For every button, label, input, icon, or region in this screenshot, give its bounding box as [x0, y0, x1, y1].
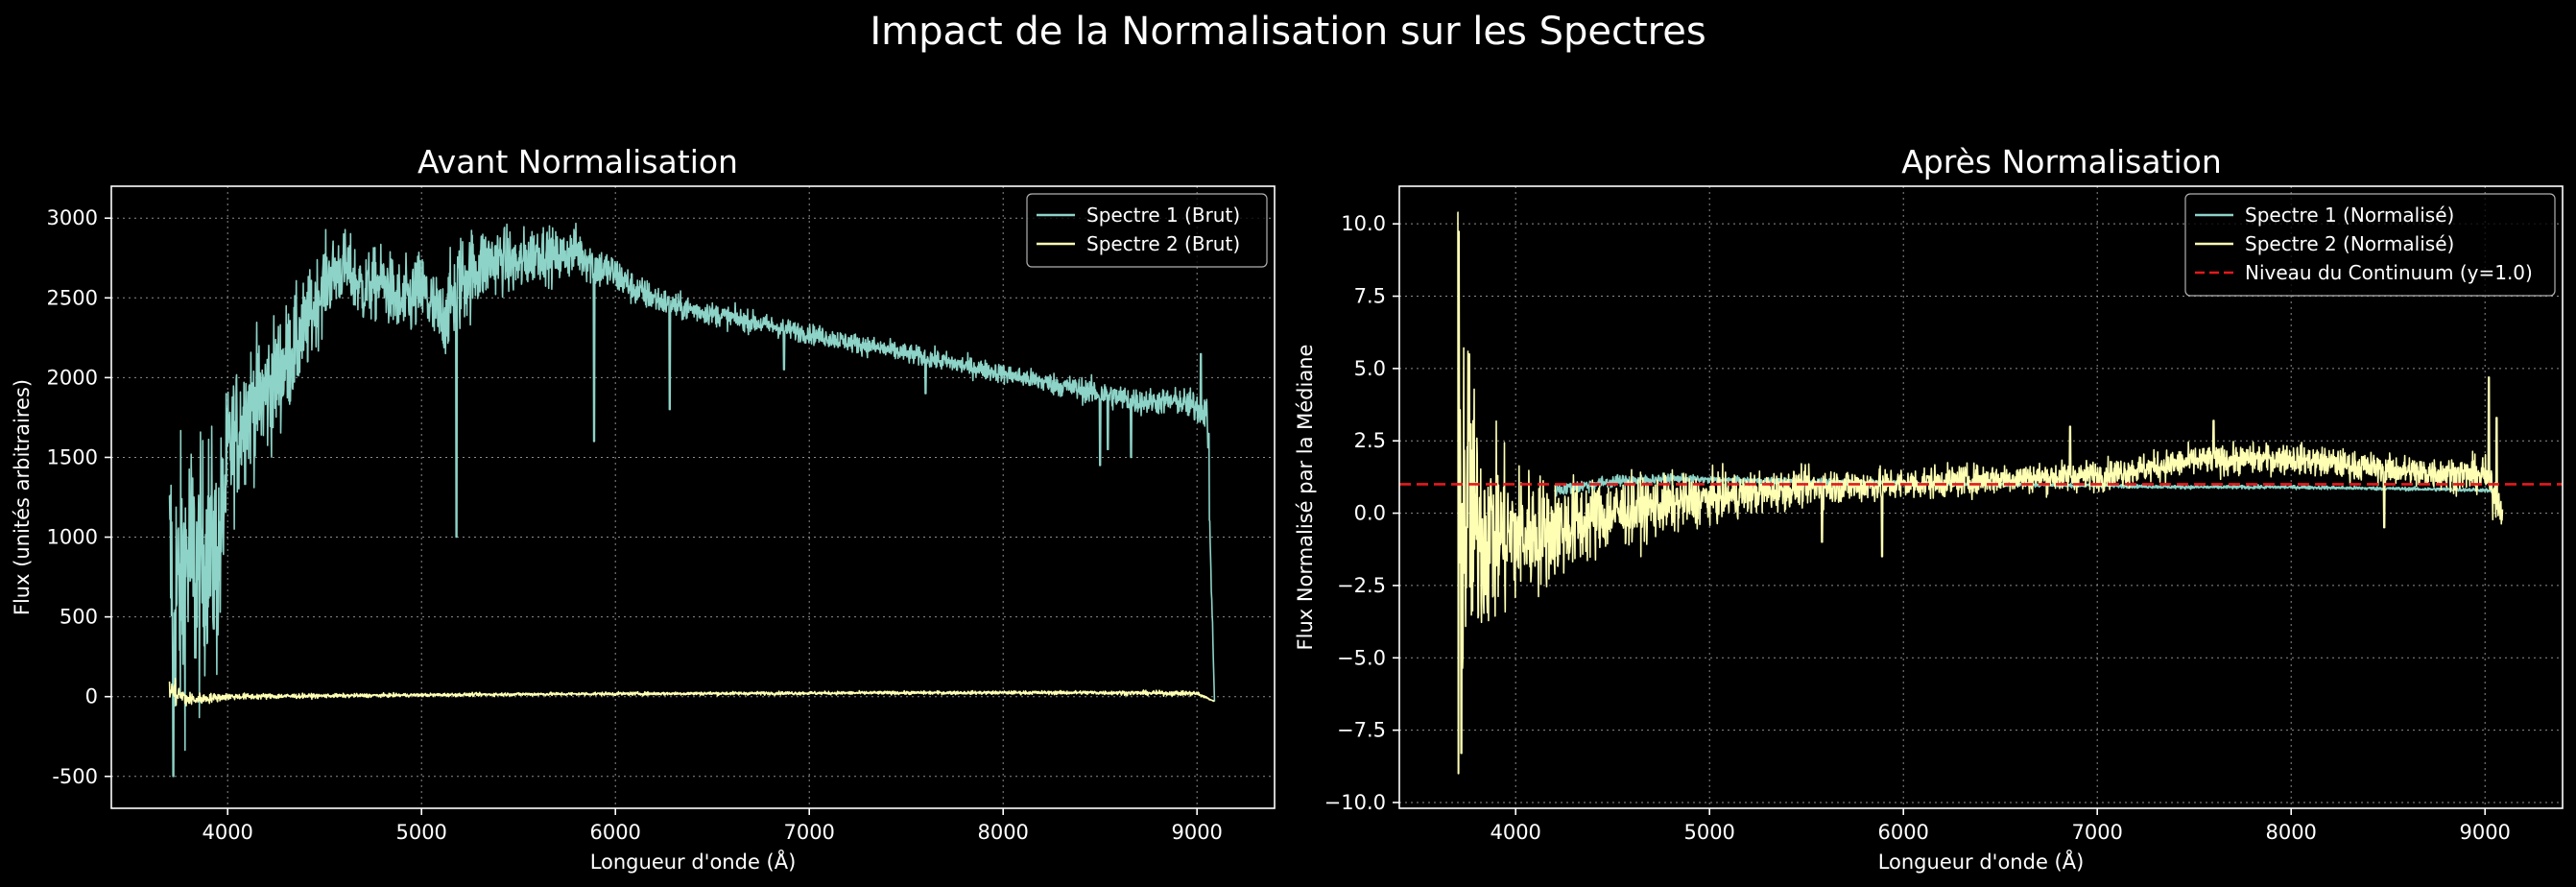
grid-lines: [111, 186, 1275, 808]
x-tick-label: 4000: [1490, 821, 1540, 844]
legend: Spectre 1 (Brut) Spectre 2 (Brut): [1026, 193, 1268, 268]
y-tick-label: −5.0: [1337, 646, 1386, 669]
x-tick-label: 7000: [2071, 821, 2122, 844]
legend-label-1: Spectre 1 (Brut): [1086, 204, 1240, 227]
y-tick-label: −2.5: [1337, 574, 1386, 597]
x-axis-label: Longueur d'onde (Å): [1878, 849, 2085, 874]
y-tick-label: 2500: [47, 286, 98, 309]
axes-frame: [1398, 185, 2564, 809]
legend-label-2: Spectre 2 (Normalisé): [2245, 232, 2454, 255]
legend-frame: [2184, 193, 2556, 297]
legend: Spectre 1 (Normalisé) Spectre 2 (Normalis…: [2184, 193, 2556, 297]
y-tick-label: 1500: [47, 445, 98, 468]
y-tick-label: 1000: [47, 526, 98, 549]
series-traces: [1399, 211, 2563, 775]
axes-title: Après Normalisation: [1901, 143, 2222, 180]
series-line-2: [168, 678, 1215, 707]
x-tick-label: 5000: [1683, 821, 1734, 844]
y-tick-label: 2000: [47, 366, 98, 389]
series-traces: [168, 222, 1216, 778]
x-tick-label: 6000: [589, 821, 640, 844]
legend-frame: [1026, 193, 1268, 268]
y-axis-label: Flux Normalisé par la Médiane: [1294, 345, 1317, 651]
y-tick-label: −7.5: [1337, 719, 1386, 742]
axes-title: Avant Normalisation: [417, 143, 738, 180]
y-ticks: −10.0 −7.5 −5.0 −2.5 0.0 2.5 5.0 7.5 10.0: [1324, 212, 1399, 814]
figure-suptitle: Impact de la Normalisation sur les Spect…: [870, 10, 1705, 54]
axes-apres-normalisation: Après Normalisation 4000 5000 6000 7000 8000…: [1294, 143, 2564, 874]
y-tick-label: 3000: [47, 206, 98, 229]
x-tick-label: 9000: [2459, 821, 2510, 844]
y-ticks: -500 0 500 1000 1500 2000 2500 3000: [47, 206, 111, 788]
y-tick-label: 0: [85, 685, 98, 708]
x-tick-label: 6000: [1877, 821, 1928, 844]
x-tick-label: 5000: [395, 821, 446, 844]
x-ticks: 4000 5000 6000 7000 8000 9000: [1490, 808, 2511, 844]
y-tick-label: 0.0: [1354, 502, 1386, 525]
y-tick-label: -500: [52, 765, 98, 788]
x-tick-label: 8000: [977, 821, 1028, 844]
x-ticks: 4000 5000 6000 7000 8000 9000: [202, 808, 1223, 844]
series-line-1: [168, 222, 1216, 778]
axes-avant-normalisation: Avant Normalisation 4000 5000 6000 7000 8000…: [11, 143, 1276, 874]
legend-label-1: Spectre 1 (Normalisé): [2245, 204, 2454, 227]
x-axis-label: Longueur d'onde (Å): [590, 849, 797, 874]
x-tick-label: 8000: [2265, 821, 2316, 844]
y-tick-label: −10.0: [1324, 791, 1386, 814]
legend-label-2: Spectre 2 (Brut): [1086, 232, 1240, 255]
x-tick-label: 4000: [202, 821, 252, 844]
y-tick-label: 10.0: [1341, 212, 1386, 235]
x-tick-label: 9000: [1171, 821, 1222, 844]
y-tick-label: 5.0: [1354, 357, 1386, 380]
axes-frame: [110, 185, 1276, 809]
x-tick-label: 7000: [783, 821, 834, 844]
series-line-2: [1457, 211, 2504, 775]
y-tick-label: 2.5: [1354, 429, 1386, 452]
y-axis-label: Flux (unités arbitraires): [11, 379, 34, 615]
legend-label-3: Niveau du Continuum (y=1.0): [2245, 261, 2533, 284]
y-tick-label: 7.5: [1354, 285, 1386, 308]
y-tick-label: 500: [60, 606, 98, 629]
